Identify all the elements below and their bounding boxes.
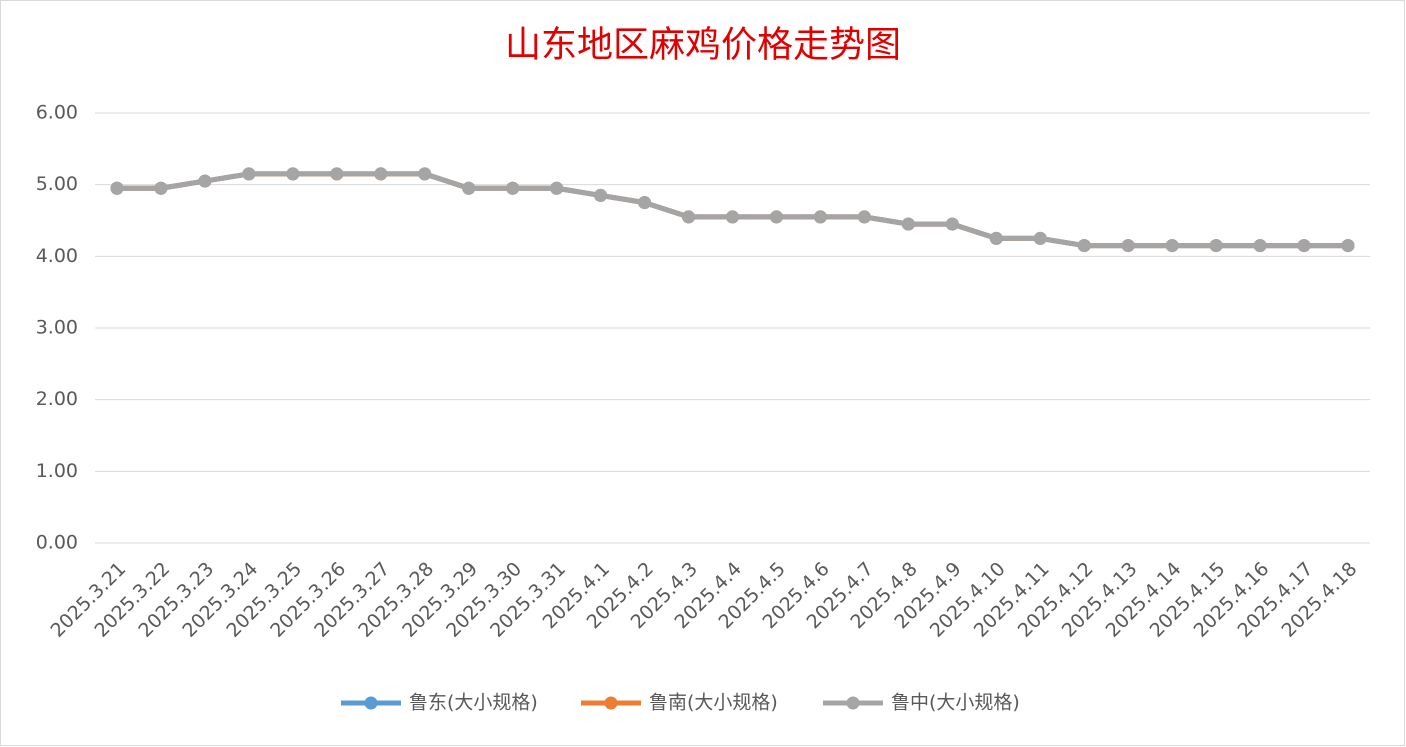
data-point bbox=[506, 181, 520, 195]
chart-title: 山东地区麻鸡价格走势图 bbox=[505, 24, 901, 64]
data-point bbox=[198, 174, 212, 188]
y-tick-label: 5.00 bbox=[36, 173, 78, 195]
data-point bbox=[638, 196, 652, 210]
data-point bbox=[1209, 239, 1223, 253]
data-point bbox=[1165, 239, 1179, 253]
data-point bbox=[813, 210, 827, 224]
data-point bbox=[286, 167, 300, 181]
data-point bbox=[1253, 239, 1267, 253]
y-tick-label: 3.00 bbox=[36, 317, 78, 339]
data-point bbox=[418, 167, 432, 181]
data-point bbox=[154, 181, 168, 195]
data-point bbox=[726, 210, 739, 224]
data-point bbox=[462, 181, 476, 195]
data-point bbox=[1341, 239, 1355, 253]
data-point bbox=[901, 217, 915, 231]
legend-marker bbox=[364, 696, 378, 710]
y-tick-label: 0.00 bbox=[36, 532, 78, 554]
data-point bbox=[769, 210, 783, 224]
data-point bbox=[594, 188, 608, 202]
data-point bbox=[945, 217, 959, 231]
data-point bbox=[330, 167, 344, 181]
y-tick-label: 1.00 bbox=[36, 460, 78, 482]
y-tick-label: 6.00 bbox=[36, 102, 78, 124]
legend-label: 鲁东(大小规格) bbox=[409, 692, 538, 714]
legend-marker bbox=[846, 696, 860, 710]
y-tick-label: 4.00 bbox=[36, 245, 78, 267]
legend-marker bbox=[604, 696, 618, 710]
data-point bbox=[989, 231, 1003, 245]
data-point bbox=[857, 210, 871, 224]
data-point bbox=[374, 167, 388, 181]
data-point bbox=[1033, 231, 1047, 245]
legend-label: 鲁中(大小规格) bbox=[891, 692, 1020, 714]
data-point bbox=[242, 167, 256, 181]
data-point bbox=[682, 210, 696, 224]
y-tick-label: 2.00 bbox=[36, 388, 78, 410]
data-point bbox=[1077, 239, 1091, 253]
data-point bbox=[550, 181, 564, 195]
data-point bbox=[1121, 239, 1135, 253]
data-point bbox=[1297, 239, 1311, 253]
legend-label: 鲁南(大小规格) bbox=[649, 692, 778, 714]
data-point bbox=[110, 181, 124, 195]
